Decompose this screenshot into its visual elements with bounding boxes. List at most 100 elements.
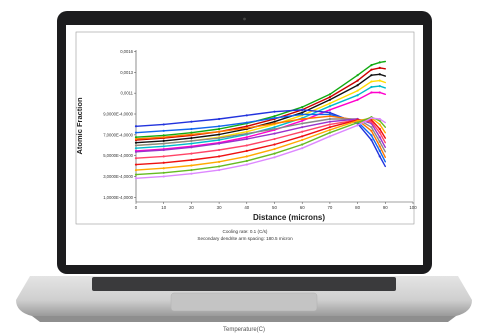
series-point bbox=[162, 155, 165, 158]
series-point bbox=[190, 131, 193, 134]
series-point bbox=[190, 164, 193, 167]
series-point bbox=[328, 102, 331, 105]
series-point bbox=[190, 120, 193, 123]
series-point bbox=[356, 94, 359, 97]
series-point bbox=[218, 125, 221, 128]
series-point bbox=[245, 136, 248, 139]
y-tick-label: 1,0000E-4,0000 bbox=[103, 195, 133, 200]
series-point bbox=[328, 98, 331, 101]
series-point bbox=[273, 120, 276, 123]
series-point bbox=[328, 120, 331, 123]
series-point bbox=[370, 85, 373, 89]
series-point bbox=[134, 137, 138, 141]
y-tick-label: 0,0016 bbox=[120, 49, 133, 54]
series-point bbox=[370, 80, 373, 83]
y-tick-label: 9,0000E-4,0000 bbox=[103, 112, 133, 117]
series-point bbox=[218, 160, 221, 163]
series-point bbox=[356, 84, 359, 87]
series-point bbox=[328, 123, 331, 126]
series-point bbox=[245, 132, 248, 135]
series-point bbox=[245, 125, 248, 128]
series-point bbox=[245, 130, 248, 133]
series-point bbox=[328, 108, 331, 111]
series-point bbox=[218, 137, 221, 140]
series-point bbox=[378, 61, 381, 64]
series-line bbox=[135, 117, 386, 180]
series-point bbox=[134, 163, 138, 166]
x-tick-label: 90 bbox=[383, 205, 388, 210]
series-layer bbox=[134, 60, 386, 180]
series-point bbox=[190, 168, 193, 172]
trackpad bbox=[170, 292, 318, 312]
series-point bbox=[328, 105, 331, 108]
series-point bbox=[190, 137, 193, 140]
series-point bbox=[245, 121, 248, 124]
series-point bbox=[134, 131, 138, 134]
series-point bbox=[273, 137, 276, 141]
x-tick-label: 30 bbox=[217, 205, 222, 210]
series-line bbox=[135, 91, 386, 152]
series-point bbox=[328, 117, 331, 121]
series-point bbox=[301, 126, 304, 129]
series-point bbox=[162, 175, 165, 178]
series-point bbox=[356, 79, 359, 82]
series-point bbox=[245, 137, 248, 141]
series-line bbox=[135, 109, 386, 168]
series-point bbox=[370, 126, 373, 129]
series-point bbox=[245, 149, 248, 152]
series-point bbox=[273, 116, 276, 120]
series-point bbox=[273, 147, 276, 151]
caption-cooling-rate: Cooling rate: 0.1 (C/s) bbox=[222, 229, 268, 234]
series-point bbox=[378, 66, 381, 69]
series-point bbox=[162, 171, 165, 174]
y-tick-label: 3,0000E-4,0000 bbox=[103, 174, 133, 179]
series-point bbox=[378, 127, 381, 131]
x-tick-label: 60 bbox=[300, 205, 305, 210]
series-point bbox=[328, 113, 331, 116]
series-point bbox=[190, 133, 193, 136]
series-point bbox=[218, 127, 221, 131]
series-point bbox=[218, 138, 221, 142]
series-line bbox=[135, 67, 386, 141]
series-point bbox=[378, 123, 381, 126]
series-point bbox=[218, 130, 221, 133]
series-point bbox=[190, 152, 193, 155]
series-point bbox=[301, 117, 304, 121]
series-point bbox=[378, 119, 381, 122]
series-point bbox=[328, 128, 331, 132]
series-point bbox=[378, 136, 381, 139]
x-tick-label: 80 bbox=[355, 205, 360, 210]
series-point bbox=[370, 68, 373, 71]
series-point bbox=[301, 135, 304, 138]
series-point bbox=[328, 131, 331, 134]
series-point bbox=[134, 144, 138, 147]
series-line bbox=[135, 73, 386, 144]
series-point bbox=[301, 111, 304, 114]
series-line bbox=[135, 115, 386, 159]
series-point bbox=[328, 93, 331, 96]
x-axis-ticks: 0 10 20 30 40 50 60 70 80 90 100 bbox=[135, 202, 417, 210]
series-point bbox=[301, 138, 304, 142]
below-screen-text: Temperature(C) bbox=[222, 327, 265, 333]
series-point bbox=[245, 114, 248, 117]
series-point bbox=[378, 85, 381, 88]
series-point bbox=[370, 134, 373, 137]
series-point bbox=[356, 89, 359, 92]
series-point bbox=[356, 98, 359, 101]
series-point bbox=[134, 173, 138, 176]
series-point bbox=[218, 133, 221, 136]
series-point bbox=[245, 144, 248, 147]
series-point bbox=[162, 136, 165, 139]
series-point bbox=[134, 168, 138, 172]
series-point bbox=[134, 136, 138, 139]
series-point bbox=[328, 115, 331, 118]
series-point bbox=[273, 152, 276, 155]
series-point bbox=[162, 134, 165, 137]
series-point bbox=[273, 126, 276, 129]
series-point bbox=[245, 155, 248, 158]
series-point bbox=[218, 168, 221, 172]
base-front-lip bbox=[32, 316, 456, 322]
series-point bbox=[328, 95, 331, 99]
series-line bbox=[135, 117, 386, 171]
camera-dot bbox=[243, 17, 246, 21]
